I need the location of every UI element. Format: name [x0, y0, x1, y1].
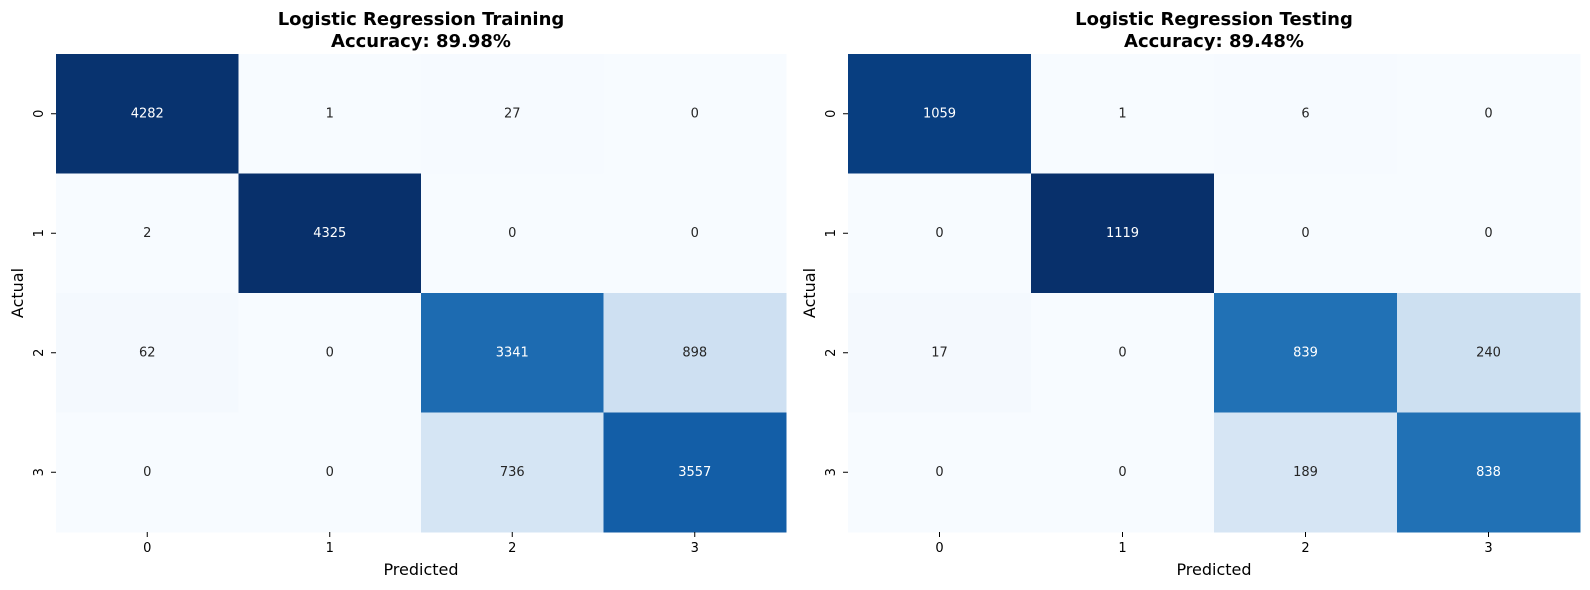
training-cell-r2-c1 — [238, 293, 422, 413]
training-cell-r3-c3 — [603, 412, 787, 533]
training-cell-value-r0-c2: 27 — [504, 106, 521, 121]
training-cell-value-r2-c1: 0 — [326, 345, 334, 360]
training-cell-r2-c0 — [56, 293, 239, 413]
training-x-tick-label-0: 0 — [143, 541, 151, 556]
training-y-tick-label-2: 2 — [32, 349, 47, 357]
testing-cell-value-r0-c0: 1059 — [923, 106, 956, 121]
training-y-tick-label-3: 3 — [32, 468, 47, 476]
testing-cell-r2-c2 — [1214, 293, 1398, 413]
testing-x-tick-label-3: 3 — [1484, 541, 1492, 556]
training-cell-value-r0-c0: 4282 — [131, 106, 164, 121]
testing-cell-value-r0-c2: 6 — [1301, 106, 1309, 121]
training-cell-r2-c2 — [421, 293, 604, 413]
training-y-ticks: 0 1 2 3 — [32, 110, 56, 476]
testing-cell-value-r3-c2: 189 — [1293, 465, 1318, 480]
training-title-line1: Logistic Regression Training — [278, 9, 565, 30]
training-cell-r3-c0 — [56, 412, 239, 533]
training-cell-value-r0-c3: 0 — [691, 106, 699, 121]
testing-confusion-matrix-panel: Logistic Regression Testing Accuracy: 89… — [800, 9, 1581, 579]
testing-title-line1: Logistic Regression Testing — [1075, 9, 1353, 30]
testing-cell-value-r3-c3: 838 — [1476, 465, 1501, 480]
training-cell-r0-c1 — [238, 54, 422, 174]
training-cell-r0-c3 — [603, 54, 787, 174]
training-cell-r0-c2 — [421, 54, 604, 174]
testing-cell-r1-c2 — [1214, 173, 1398, 294]
training-y-axis-label: Actual — [8, 268, 27, 318]
testing-cell-value-r1-c1: 1119 — [1106, 226, 1139, 241]
testing-y-ticks: 0 1 2 3 — [824, 110, 848, 476]
training-x-axis-label: Predicted — [383, 560, 458, 579]
testing-cell-r3-c2 — [1214, 412, 1398, 533]
testing-y-tick-label-2: 2 — [824, 349, 839, 357]
testing-x-tick-label-2: 2 — [1301, 541, 1309, 556]
testing-cell-value-r3-c1: 0 — [1118, 465, 1126, 480]
testing-cell-value-r2-c3: 240 — [1476, 345, 1501, 360]
training-cell-r0-c0 — [56, 54, 239, 174]
testing-y-tick-label-0: 0 — [824, 110, 839, 118]
training-cell-r1-c0 — [56, 173, 239, 294]
testing-cell-value-r2-c2: 839 — [1293, 345, 1318, 360]
testing-cell-r2-c1 — [1031, 293, 1215, 413]
training-cell-value-r1-c1: 4325 — [313, 226, 346, 241]
testing-cell-r0-c3 — [1397, 54, 1581, 174]
training-cell-value-r3-c3: 3557 — [678, 465, 711, 480]
training-x-ticks: 0 1 2 3 — [143, 532, 699, 556]
testing-y-tick-label-1: 1 — [824, 229, 839, 237]
training-y-tick-label-1: 1 — [32, 229, 47, 237]
testing-cell-r1-c3 — [1397, 173, 1581, 294]
training-cell-r1-c3 — [603, 173, 787, 294]
testing-cell-r2-c0 — [848, 293, 1032, 413]
testing-cell-r3-c0 — [848, 412, 1032, 533]
testing-cell-value-r3-c0: 0 — [935, 465, 943, 480]
testing-cell-r0-c1 — [1031, 54, 1215, 174]
training-cell-value-r2-c3: 898 — [682, 345, 707, 360]
training-cell-value-r0-c1: 1 — [326, 106, 334, 121]
training-title-line2: Accuracy: 89.98% — [331, 31, 511, 52]
testing-x-tick-label-0: 0 — [935, 541, 943, 556]
training-cell-r3-c1 — [238, 412, 422, 533]
testing-cell-r0-c2 — [1214, 54, 1398, 174]
training-cell-value-r3-c2: 736 — [500, 465, 525, 480]
training-x-tick-label-3: 3 — [691, 541, 699, 556]
testing-cell-value-r1-c0: 0 — [935, 226, 943, 241]
training-confusion-matrix-panel: Logistic Regression Training Accuracy: 8… — [8, 9, 787, 579]
testing-x-tick-label-1: 1 — [1118, 541, 1126, 556]
testing-cell-value-r0-c1: 1 — [1118, 106, 1126, 121]
training-cell-value-r1-c3: 0 — [691, 226, 699, 241]
testing-cell-value-r2-c1: 0 — [1118, 345, 1126, 360]
testing-x-axis-label: Predicted — [1176, 560, 1251, 579]
testing-y-axis-label: Actual — [800, 268, 819, 318]
testing-cell-r1-c0 — [848, 173, 1032, 294]
testing-cell-value-r1-c3: 0 — [1484, 226, 1492, 241]
testing-x-ticks: 0 1 2 3 — [935, 532, 1493, 556]
training-cell-value-r1-c0: 2 — [143, 226, 151, 241]
testing-cell-value-r0-c3: 0 — [1484, 106, 1492, 121]
testing-cell-r2-c3 — [1397, 293, 1581, 413]
training-cell-value-r3-c1: 0 — [326, 465, 334, 480]
training-cell-value-r1-c2: 0 — [508, 226, 516, 241]
testing-y-tick-label-3: 3 — [824, 468, 839, 476]
training-x-tick-label-2: 2 — [508, 541, 516, 556]
training-cell-value-r3-c0: 0 — [143, 465, 151, 480]
training-cell-r3-c2 — [421, 412, 604, 533]
testing-cell-value-r1-c2: 0 — [1301, 226, 1309, 241]
training-cell-value-r2-c2: 3341 — [496, 345, 529, 360]
testing-title-line2: Accuracy: 89.48% — [1124, 31, 1304, 52]
testing-cell-r1-c1 — [1031, 173, 1215, 294]
testing-heatmap-cells: 1059 1 6 0 0 1119 0 0 17 0 839 240 0 0 189 838 — [848, 54, 1581, 533]
training-cell-value-r2-c0: 62 — [139, 345, 156, 360]
training-x-tick-label-1: 1 — [326, 541, 334, 556]
testing-cell-value-r2-c0: 17 — [931, 345, 948, 360]
training-cell-r1-c1 — [238, 173, 422, 294]
testing-cell-r3-c1 — [1031, 412, 1215, 533]
training-y-tick-label-0: 0 — [32, 110, 47, 118]
training-cell-r2-c3 — [603, 293, 787, 413]
training-cell-r1-c2 — [421, 173, 604, 294]
testing-cell-r3-c3 — [1397, 412, 1581, 533]
training-heatmap-cells: 4282 1 27 0 2 4325 0 0 62 0 3341 898 0 0 736 3557 — [56, 54, 787, 533]
testing-cell-r0-c0 — [848, 54, 1032, 174]
